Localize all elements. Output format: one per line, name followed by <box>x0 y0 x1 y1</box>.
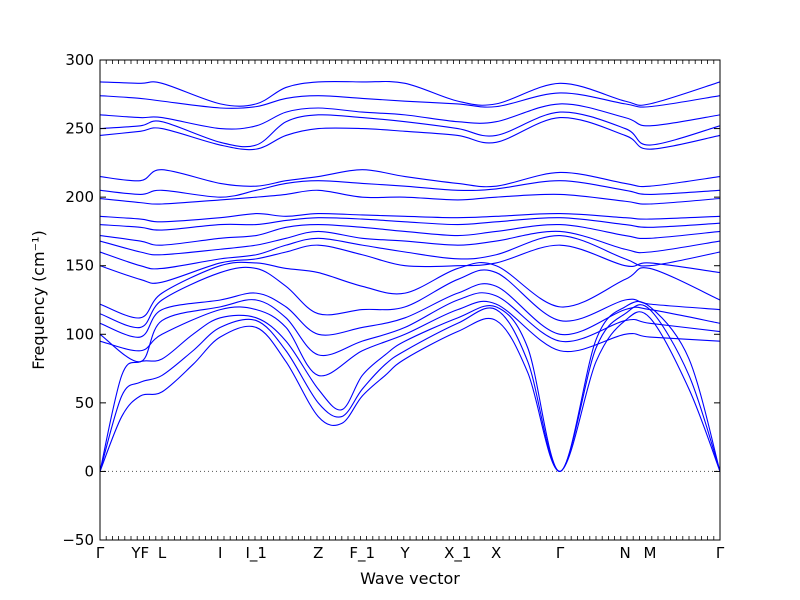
y-tick-label: 0 <box>84 462 94 480</box>
y-tick-label: −50 <box>62 531 94 549</box>
band-line-7 <box>100 266 720 329</box>
y-tick-label: 300 <box>65 51 94 69</box>
x-tick-label: Γ <box>716 544 725 562</box>
axis-ticks-group: −50 0 50 100 150 200 250 300 Γ YF L I I_1 Z F_1 Y X_1 X Γ N… <box>62 51 724 563</box>
x-tick-label: F_1 <box>349 544 375 563</box>
x-tick-label: M <box>643 544 656 562</box>
x-tick-label: N <box>620 544 631 562</box>
x-tick-label: I <box>218 544 222 562</box>
band-line-22 <box>100 80 720 107</box>
band-series-group <box>100 80 720 472</box>
band-line-20 <box>100 103 720 130</box>
band-line-11 <box>100 230 720 256</box>
band-line-17 <box>100 169 720 188</box>
x-tick-label: YF <box>130 544 149 562</box>
band-line-12 <box>100 224 720 246</box>
band-line-15 <box>100 189 720 205</box>
x-tick-label: I_1 <box>246 544 267 563</box>
x-tick-label: Γ <box>556 544 565 562</box>
band-line-9 <box>100 244 720 284</box>
band-line-2 <box>100 304 720 472</box>
x-tick-label: Z <box>313 544 323 562</box>
x-tick-label: Y <box>399 544 410 562</box>
band-line-6 <box>100 283 720 338</box>
band-line-19 <box>100 111 720 148</box>
band-line-18 <box>100 117 720 151</box>
band-line-1 <box>100 311 720 472</box>
y-axis-label: Frequency (cm⁻¹) <box>29 230 48 369</box>
band-line-4 <box>100 300 720 377</box>
band-line-10 <box>100 234 720 270</box>
y-tick-label: 250 <box>65 120 94 138</box>
x-tick-label: Γ <box>96 544 105 562</box>
band-line-8 <box>100 261 720 319</box>
x-tick-label: X_1 <box>444 544 471 563</box>
plot-frame <box>99 59 721 541</box>
band-line-14 <box>100 213 720 223</box>
band-line-13 <box>100 217 720 231</box>
x-tick-label: L <box>158 544 167 562</box>
x-tick-label: X <box>491 544 501 562</box>
y-tick-label: 50 <box>75 394 94 412</box>
band-line-16 <box>100 180 720 198</box>
band-line-5 <box>100 292 720 363</box>
y-tick-label: 150 <box>65 257 94 275</box>
band-line-21 <box>100 92 720 109</box>
x-axis-label: Wave vector <box>360 569 460 588</box>
band-line-3 <box>100 300 720 472</box>
y-tick-label: 100 <box>65 325 94 343</box>
y-tick-label: 200 <box>65 188 94 206</box>
